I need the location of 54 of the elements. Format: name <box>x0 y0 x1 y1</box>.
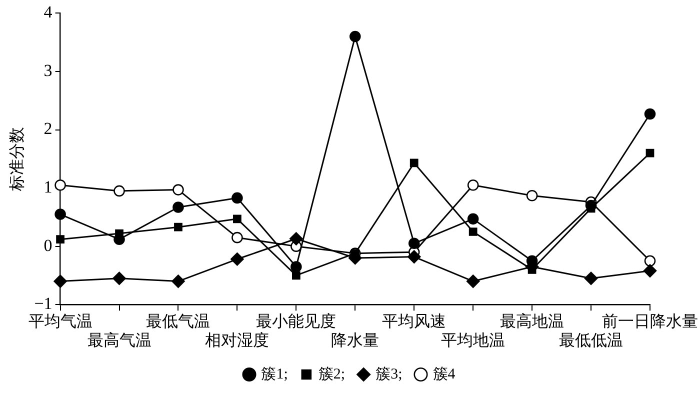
x-tick-label: 最低低温 <box>559 332 624 350</box>
x-tick-label: 最高地温 <box>500 312 564 330</box>
point <box>644 255 656 267</box>
y-tick-label: −1 <box>34 294 52 314</box>
point <box>233 214 242 224</box>
x-tick-label: 前一日降水量 <box>602 312 698 330</box>
legend-label: 簇3; <box>376 366 402 382</box>
x-tick-label: 最小能见度 <box>256 312 336 330</box>
point <box>174 222 182 232</box>
point <box>114 185 125 197</box>
point <box>232 232 243 244</box>
point <box>584 272 598 286</box>
legend-label: 簇4 <box>432 366 456 382</box>
point <box>232 192 243 204</box>
point <box>467 179 479 191</box>
point <box>644 108 656 120</box>
legend-label: 簇1; <box>261 366 288 382</box>
y-axis-title: 标准分数 <box>8 126 26 192</box>
point <box>410 158 418 168</box>
point <box>112 272 126 286</box>
point <box>54 208 66 220</box>
y-tick-label: 1 <box>44 178 52 197</box>
point <box>54 274 67 288</box>
y-tick-label: 0 <box>44 236 52 255</box>
point <box>290 232 303 246</box>
x-tick-label: 降水量 <box>331 332 380 350</box>
x-tick-label: 相对湿度 <box>205 332 270 350</box>
point <box>230 252 244 266</box>
point <box>114 234 125 245</box>
legend-label: 簇2; <box>318 366 346 382</box>
x-tick-label: 最高气温 <box>87 332 152 350</box>
point <box>407 250 421 264</box>
point <box>466 274 480 288</box>
point <box>290 261 302 272</box>
point <box>56 235 64 244</box>
point <box>172 184 184 196</box>
point <box>54 179 66 191</box>
point <box>349 30 361 42</box>
point <box>172 274 185 288</box>
x-tick-label: 平均气温 <box>28 313 92 330</box>
x-tick-label: 最低气温 <box>146 313 210 330</box>
point <box>408 238 420 250</box>
point <box>292 271 300 280</box>
x-tick-label: 平均地温 <box>441 332 506 350</box>
y-tick-label: 3 <box>44 60 52 80</box>
y-tick-label: 4 <box>44 2 53 22</box>
point <box>646 148 654 158</box>
point <box>643 264 657 278</box>
point <box>468 228 478 236</box>
point <box>467 213 479 225</box>
point <box>526 190 538 202</box>
x-tick-label: 平均风速 <box>382 312 446 330</box>
y-tick-label: 2 <box>44 119 52 138</box>
point <box>172 202 184 213</box>
